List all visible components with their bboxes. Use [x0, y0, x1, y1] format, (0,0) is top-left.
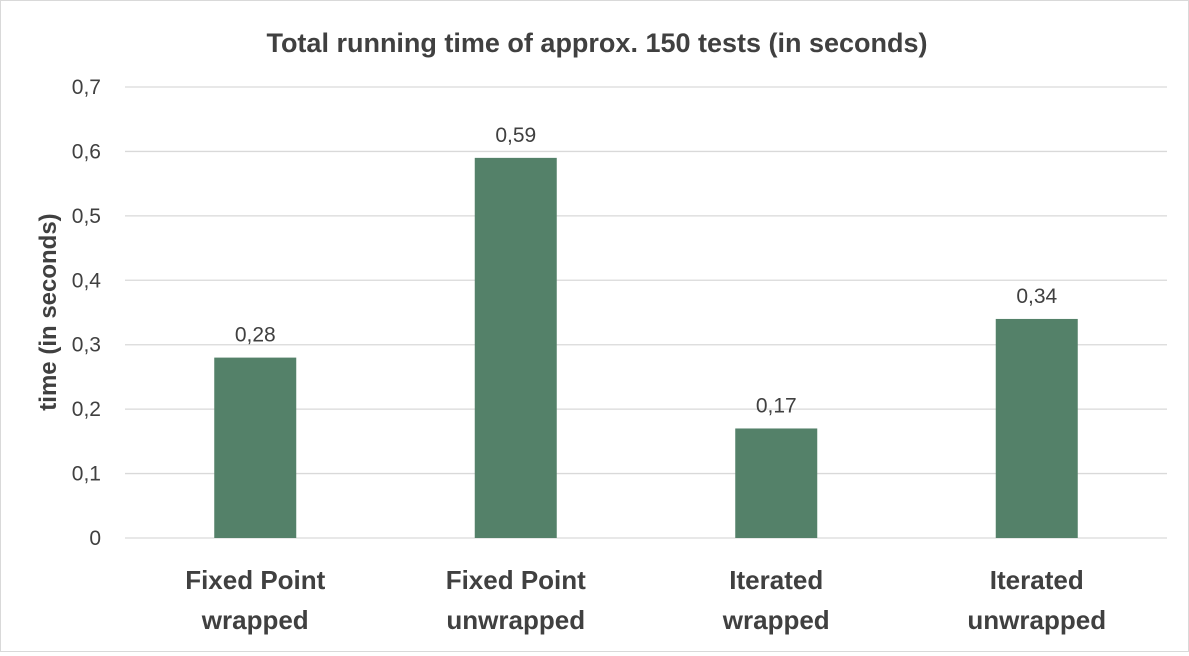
y-axis-label: time (in seconds)	[35, 213, 62, 410]
y-tick-label: 0,5	[72, 205, 101, 228]
x-tick-label: unwrapped	[967, 605, 1106, 635]
y-tick-label: 0	[89, 527, 101, 550]
data-label: 0,59	[495, 124, 536, 147]
x-tick-label: wrapped	[722, 605, 830, 635]
y-axis-ticks: 0 0,1 0,2 0,3 0,4 0,5 0,6 0,7	[72, 76, 102, 550]
bar	[214, 357, 297, 538]
x-tick-label: Iterated	[729, 565, 823, 595]
x-tick-label: Fixed Point	[446, 565, 586, 595]
y-tick-label: 0,4	[72, 269, 102, 292]
y-tick-label: 0,1	[72, 463, 101, 486]
x-axis-ticks: Fixed Point wrapped Fixed Point unwrapped It…	[185, 565, 1106, 635]
y-tick-label: 0,7	[72, 76, 101, 99]
y-tick-label: 0,3	[72, 334, 101, 357]
bar	[474, 157, 557, 538]
bars	[214, 157, 1078, 538]
bar	[735, 428, 818, 538]
data-label: 0,17	[756, 394, 797, 417]
data-labels: 0,28 0,59 0,17 0,34	[235, 124, 1058, 418]
data-label: 0,28	[235, 324, 276, 347]
y-tick-label: 0,6	[72, 140, 101, 163]
chart-title: Total running time of approx. 150 tests …	[266, 28, 927, 58]
x-tick-label: Fixed Point	[185, 565, 325, 595]
bar	[995, 318, 1078, 538]
x-tick-label: unwrapped	[446, 605, 585, 635]
y-tick-label: 0,2	[72, 398, 101, 421]
data-label: 0,34	[1016, 285, 1057, 308]
x-tick-label: Iterated	[990, 565, 1084, 595]
x-tick-label: wrapped	[201, 605, 309, 635]
gridlines	[125, 86, 1167, 539]
